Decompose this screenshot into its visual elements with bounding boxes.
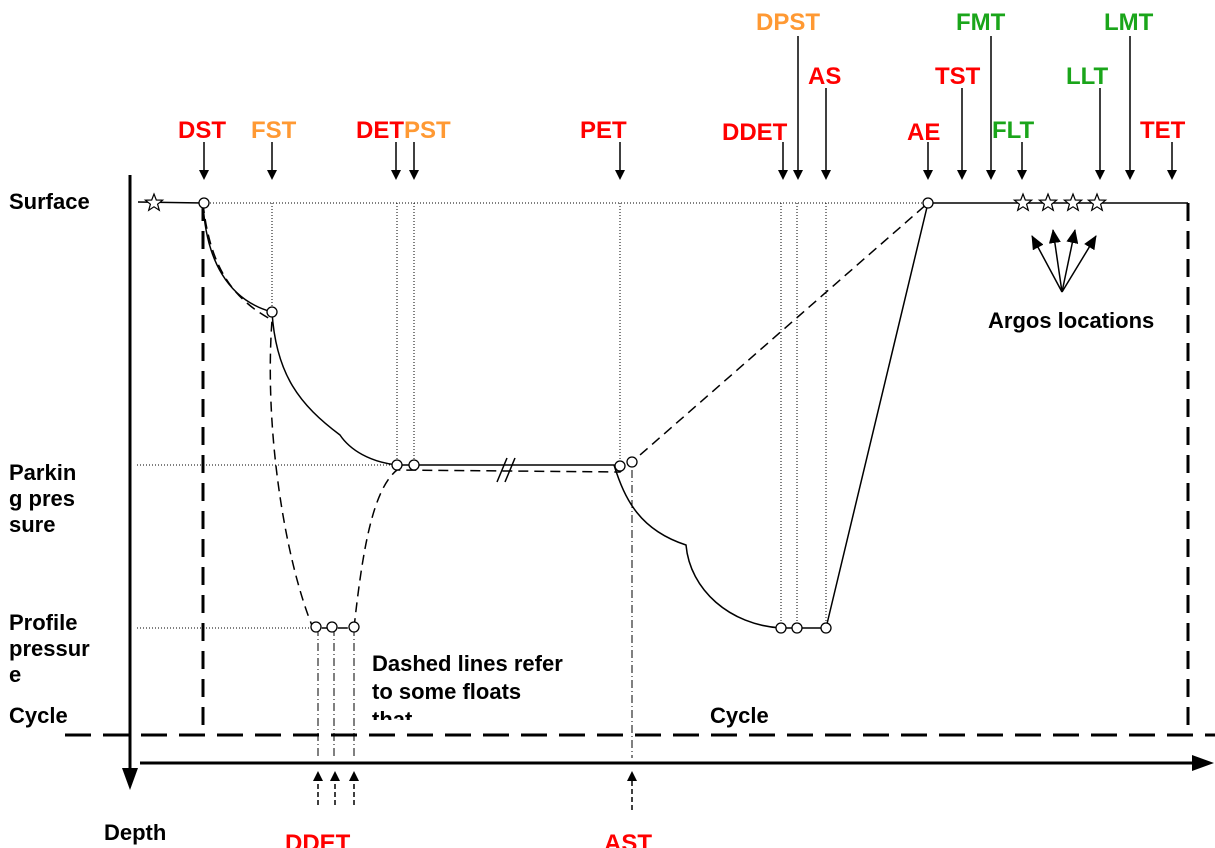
- y-label-depth: Depth: [104, 821, 167, 845]
- top-arrows: [199, 36, 1177, 180]
- y-label-parking: Parking pressure: [9, 460, 77, 537]
- label-FLT: FLT: [992, 117, 1035, 144]
- label-DDET: DDET: [722, 119, 788, 146]
- star-icons: [143, 192, 1108, 212]
- y-label-cycle: Cycle: [9, 704, 68, 728]
- label-FMT: FMT: [956, 9, 1006, 36]
- bottom-arrows: [313, 771, 637, 810]
- star-icon: [1012, 192, 1034, 212]
- dashed-trajectory: [202, 202, 929, 629]
- label-LLT: LLT: [1066, 63, 1109, 90]
- label-DDET-bottom: DDET: [285, 832, 351, 848]
- time-axis-arrowhead: [1192, 755, 1214, 771]
- y-label-profile: Profile pressure: [9, 610, 90, 687]
- label-PST: PST: [404, 117, 451, 144]
- label-TST: TST: [935, 63, 981, 90]
- break-mark: [496, 457, 508, 483]
- label-AS: AS: [808, 63, 841, 90]
- cycle-center-label: Cycle: [710, 704, 769, 728]
- label-FST: FST: [251, 117, 297, 144]
- star-icon: [143, 192, 165, 212]
- argos-arrows: [1031, 229, 1097, 293]
- label-AE: AE: [907, 119, 940, 146]
- depth-axis-arrowhead: [122, 768, 138, 790]
- solid-trajectory: [137, 201, 1188, 629]
- label-TET: TET: [1140, 117, 1186, 144]
- circle-nodes: [198, 197, 934, 634]
- argos-locations-label: Argos locations: [988, 309, 1155, 333]
- break-mark: [504, 457, 516, 483]
- dashed-lines-note: Dashed lines refer to some floats that: [372, 651, 563, 720]
- star-icon: [1062, 192, 1084, 212]
- label-DET: DET: [356, 117, 404, 144]
- label-AST: AST: [604, 832, 652, 848]
- star-icon: [1037, 192, 1059, 212]
- vertical-guides: [271, 203, 827, 628]
- dash-dot-verticals: [317, 470, 633, 758]
- label-LMT: LMT: [1104, 9, 1154, 36]
- y-label-surface: Surface: [9, 190, 90, 214]
- label-PET: PET: [580, 117, 627, 144]
- label-DPST: DPST: [756, 9, 820, 36]
- star-icon: [1086, 192, 1108, 212]
- label-DST: DST: [178, 117, 226, 144]
